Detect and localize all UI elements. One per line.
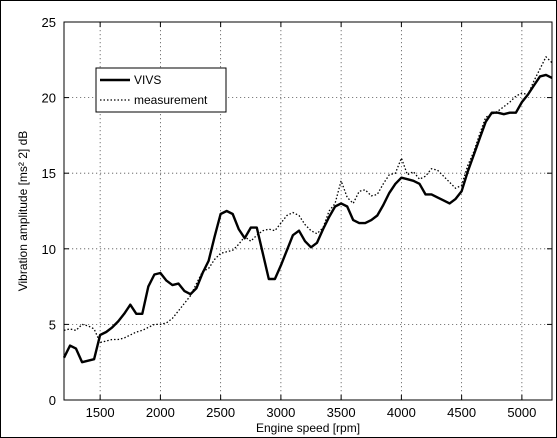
x-axis-ticks: 1500 2000 2500 3000 3500 4000 4500 5000	[86, 22, 536, 420]
x-tick-label: 2000	[146, 405, 175, 420]
legend-label-vivs: VIVS	[134, 73, 161, 87]
y-tick-label: 5	[49, 317, 56, 332]
plot-area	[63, 21, 553, 401]
x-tick-label: 5000	[507, 405, 536, 420]
y-tick-label: 15	[42, 166, 56, 181]
x-tick-label: 3000	[266, 405, 295, 420]
series-layer	[62, 56, 553, 364]
grid	[64, 22, 552, 400]
y-tick-label: 10	[42, 242, 56, 257]
x-tick-label: 2500	[206, 405, 235, 420]
y-axis-label: Vibration amplitude [ms² 2] dB	[16, 131, 30, 292]
legend-box	[95, 67, 227, 113]
legend-label-measurement: measurement	[134, 93, 208, 107]
y-tick-label: 20	[42, 91, 56, 106]
x-tick-label: 1500	[86, 405, 115, 420]
y-tick-label: 25	[42, 15, 56, 30]
series-line-measurement	[63, 56, 553, 344]
x-tick-label: 3500	[327, 405, 356, 420]
x-axis-label: Engine speed [rpm]	[256, 421, 360, 435]
legend: VIVS measurement	[95, 67, 227, 113]
series-line-vivs	[62, 73, 553, 364]
x-tick-label: 4500	[447, 405, 476, 420]
y-axis-ticks: 0 5 10 15 20 25	[42, 15, 552, 408]
x-tick-label: 4000	[387, 405, 416, 420]
y-tick-label: 0	[49, 393, 56, 408]
